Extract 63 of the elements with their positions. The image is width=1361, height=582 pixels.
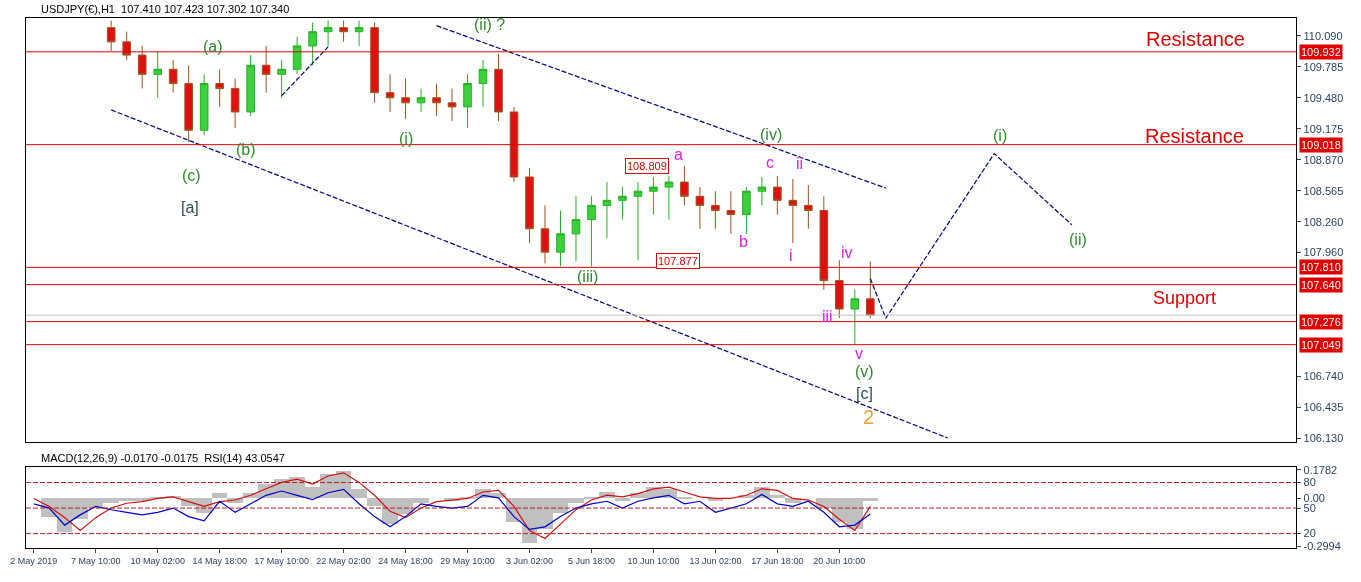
x-tick-label: 3 Jun 02:00 [505,555,554,566]
y2-tick-label: 80 [1303,476,1316,489]
x-tick-label: 5 Jun 18:00 [567,555,615,566]
y2-tick-label: 20 [1303,527,1316,540]
y-tick-label: 106.740 [1303,369,1344,382]
annotation: (i) [399,130,414,147]
annotation: Resistance [1146,28,1245,50]
y-tick-label: 108.565 [1303,184,1344,197]
chart-title: MACD(12,26,9) -0.0170 -0.0175 RSI(14) 43.0547 [41,452,285,464]
annotation: iv [841,244,853,261]
y-tick-label: 108.260 [1303,215,1344,228]
annotation: (b) [236,141,256,158]
annotation: v [855,345,863,362]
annotation: ii [796,155,804,172]
ref-line-label: 109.932 [1301,46,1341,58]
y-tick-label: 108.870 [1303,153,1344,166]
x-tick-label: 20 Jun 10:00 [813,555,866,566]
y-tick-label: 106.435 [1303,400,1344,413]
annotation: (v) [855,363,874,380]
annotation: (ii) [1069,231,1087,248]
y-tick-label: 109.175 [1303,122,1344,135]
x-tick-label: 2 May 2019 [10,555,58,566]
annotation: (iv) [760,126,783,143]
ref-line-label: 107.276 [1301,316,1341,328]
annotation: a [674,146,683,163]
annotation: i [789,247,793,264]
ref-line-label: 107.810 [1301,261,1341,273]
x-tick-label: 7 May 10:00 [70,555,121,566]
annotation: iii [822,308,833,325]
annotation: [a] [181,199,199,216]
annotation: 2 [863,406,875,428]
annotation: (iii) [577,268,599,285]
y-tick-label: 106.130 [1303,431,1344,444]
annotation: 107.877 [658,255,698,267]
ref-line-label: 107.640 [1301,279,1341,291]
y-tick-label: 109.785 [1303,60,1344,73]
x-tick-label: 17 Jun 18:00 [751,555,804,566]
x-tick-label: 10 May 02:00 [130,555,185,566]
x-tick-label: 29 May 10:00 [440,555,495,566]
annotation: 108.809 [627,160,667,172]
annotation: Resistance [1145,125,1244,147]
x-tick-label: 10 Jun 10:00 [627,555,680,566]
x-tick-label: 24 May 18:00 [378,555,433,566]
annotation: b [739,233,748,250]
y-tick-label: 109.480 [1303,91,1344,104]
annotation: (a) [203,38,223,55]
y-tick-label: 107.960 [1303,245,1344,258]
ref-line-label: 109.018 [1301,139,1341,151]
x-tick-label: 13 Jun 02:00 [689,555,742,566]
annotation: [c] [856,385,873,402]
x-tick-label: 14 May 18:00 [192,555,247,566]
x-tick-label: 17 May 10:00 [254,555,309,566]
y-tick-label: 110.090 [1303,29,1343,42]
x-tick-label: 22 May 02:00 [316,555,371,566]
y-tick-label: -0.2994 [1303,540,1341,553]
y-tick-label: 0.1782 [1303,463,1338,476]
ref-line-label: 107.049 [1301,339,1341,351]
annotation: c [766,154,774,171]
annotation: (ii) ? [474,16,506,33]
chart-title: USDJPY(€),H1 107.410 107.423 107.302 107.340 [41,3,290,15]
annotation: (i) [993,127,1008,144]
annotation: (c) [182,167,201,184]
annotation: Support [1153,288,1217,308]
